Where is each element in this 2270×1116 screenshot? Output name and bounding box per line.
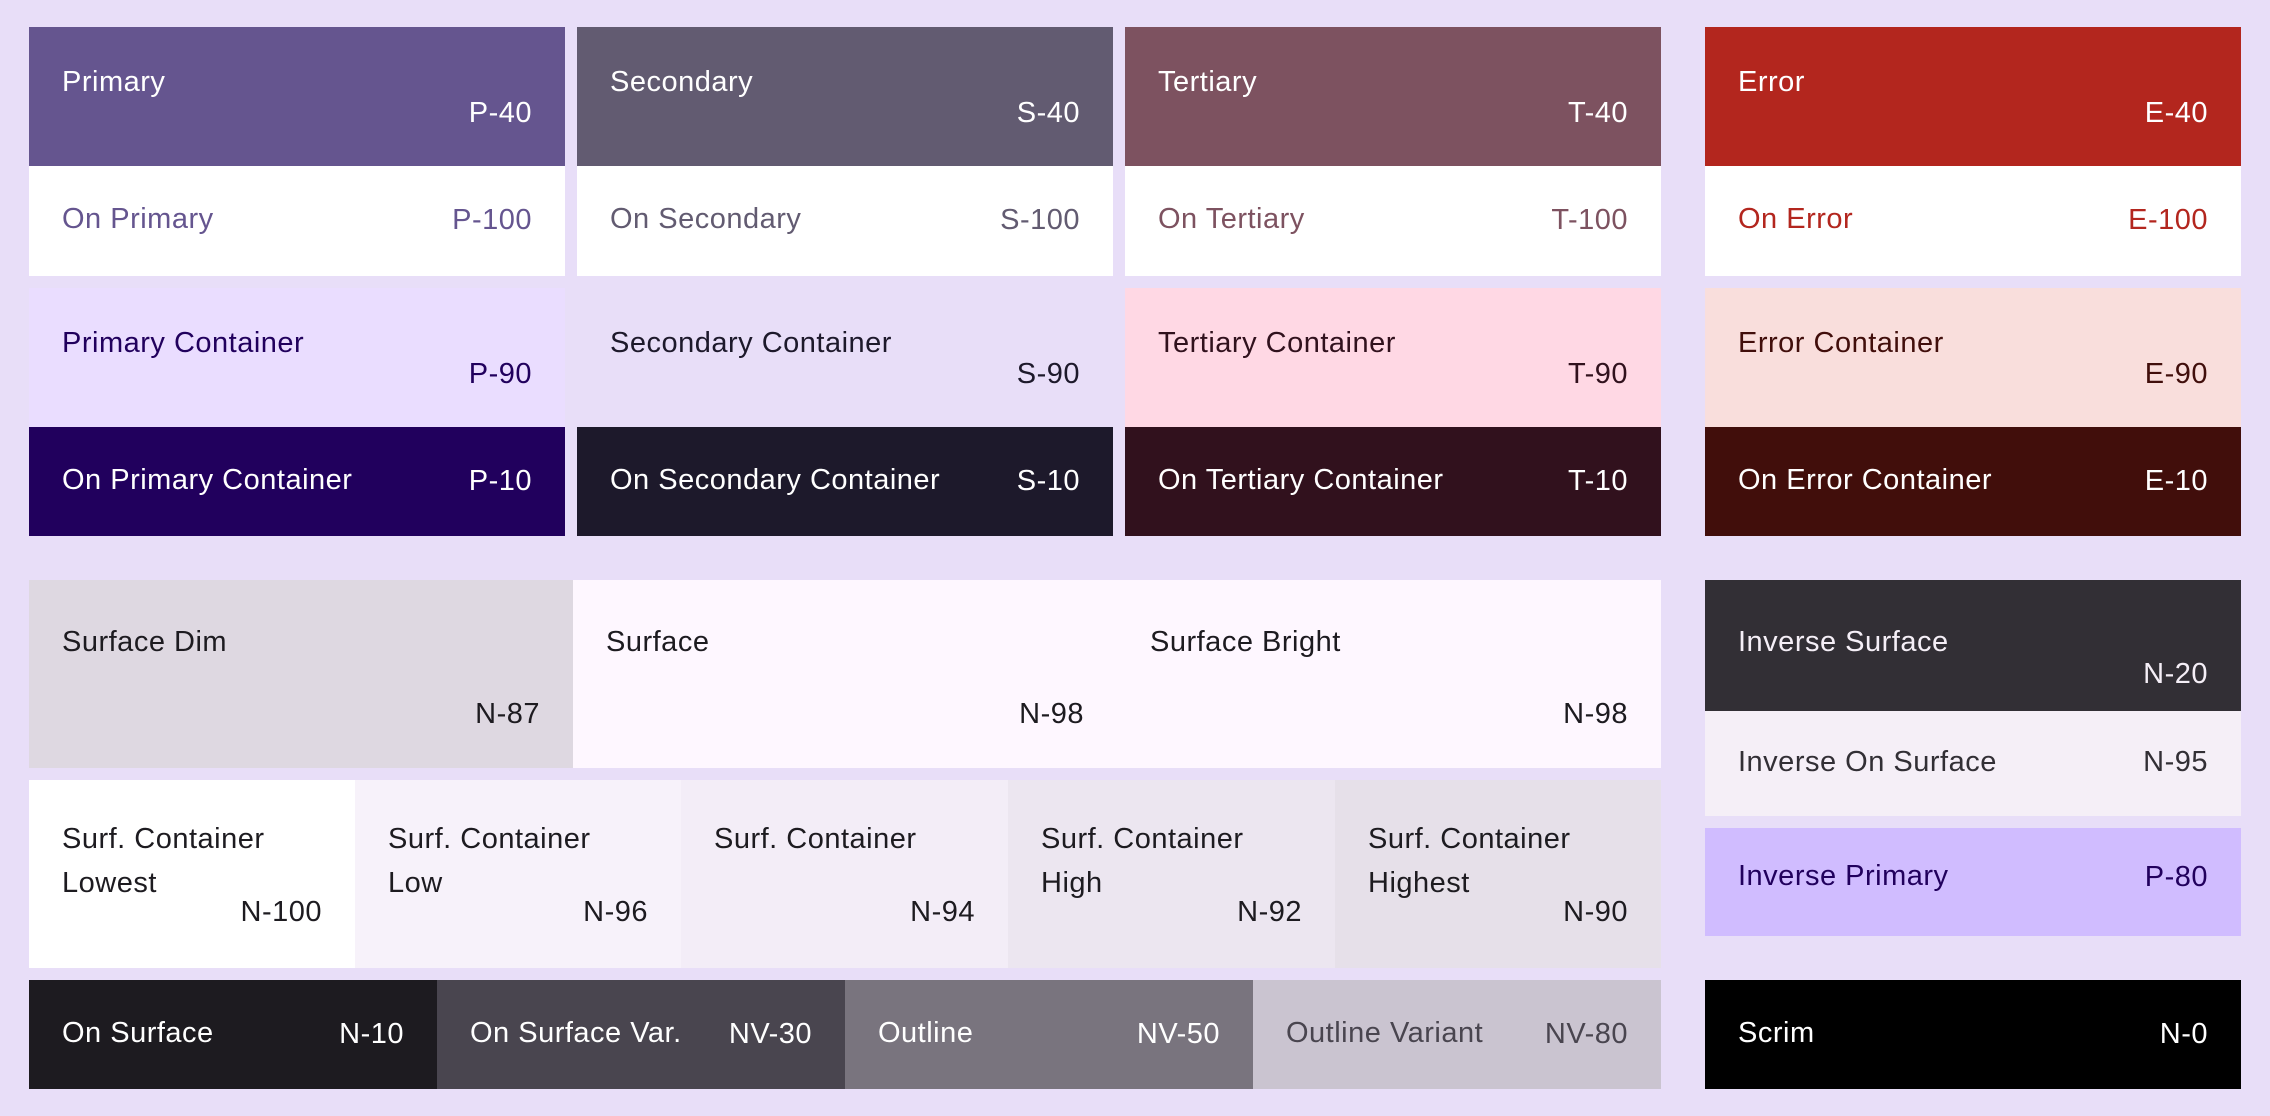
swatch-tone: P-10	[468, 465, 532, 497]
outline-variant-swatch: Outline Variant NV-80	[1253, 980, 1661, 1089]
tertiary-swatch: Tertiary T-40	[1125, 27, 1661, 166]
swatch-tone: N-87	[475, 698, 540, 730]
swatch-label: On Secondary	[610, 203, 802, 235]
swatch-tone: N-10	[339, 1018, 404, 1050]
on-primary-container-swatch: On Primary Container P-10	[29, 427, 565, 536]
on-error-container-swatch: On Error Container E-10	[1705, 427, 2241, 536]
outline-swatch: Outline NV-50	[845, 980, 1253, 1089]
swatch-tone: S-100	[1000, 204, 1080, 236]
inverse-surface-swatch: Inverse Surface N-20	[1705, 580, 2241, 711]
swatch-tone: NV-50	[1136, 1018, 1220, 1050]
swatch-label: Surface	[606, 626, 710, 658]
swatch-tone: NV-30	[728, 1018, 812, 1050]
swatch-tone: N-94	[910, 896, 975, 928]
swatch-tone: E-10	[2144, 465, 2208, 497]
swatch-label: On Primary Container	[62, 464, 353, 496]
swatch-tone: E-90	[2144, 358, 2208, 390]
swatch-tone: S-40	[1016, 97, 1080, 129]
swatch-label: Inverse Primary	[1738, 860, 1949, 892]
swatch-tone: T-90	[1567, 358, 1628, 390]
swatch-tone: N-20	[2143, 658, 2208, 690]
swatch-tone: N-96	[583, 896, 648, 928]
swatch-label: On Error Container	[1738, 464, 1992, 496]
on-tertiary-swatch: On Tertiary T-100	[1125, 166, 1661, 276]
swatch-label: Outline Variant	[1286, 1017, 1484, 1049]
swatch-tone: N-90	[1563, 896, 1628, 928]
swatch-tone: P-80	[2144, 861, 2208, 893]
swatch-tone: N-98	[1019, 698, 1084, 730]
on-surface-swatch: On Surface N-10	[29, 980, 437, 1089]
error-container-swatch: Error Container E-90	[1705, 288, 2241, 427]
surface-container-lowest-swatch: Surf. Container Lowest N-100	[29, 780, 355, 968]
error-swatch: Error E-40	[1705, 27, 2241, 166]
secondary-swatch: Secondary S-40	[577, 27, 1113, 166]
swatch-tone: P-40	[468, 97, 532, 129]
surface-container-highest-swatch: Surf. Container Highest N-90	[1335, 780, 1661, 968]
surface-container-high-swatch: Surf. Container High N-92	[1008, 780, 1335, 968]
swatch-label: On Secondary Container	[610, 464, 941, 496]
swatch-tone: N-95	[2143, 746, 2208, 778]
swatch-label: Primary	[62, 66, 166, 98]
swatch-tone: T-100	[1551, 204, 1628, 236]
surface-swatch: Surface N-98	[573, 580, 1117, 768]
swatch-label: Surf. Container High	[1041, 823, 1244, 899]
inverse-primary-swatch: Inverse Primary P-80	[1705, 828, 2241, 936]
swatch-tone: P-100	[452, 204, 532, 236]
swatch-label: Tertiary Container	[1158, 327, 1396, 359]
swatch-tone: N-100	[240, 896, 322, 928]
swatch-label: On Tertiary	[1158, 203, 1305, 235]
swatch-label: On Surface	[62, 1017, 214, 1049]
swatch-label: Inverse On Surface	[1738, 746, 1997, 778]
swatch-tone: N-0	[2159, 1018, 2208, 1050]
on-error-swatch: On Error E-100	[1705, 166, 2241, 276]
swatch-tone: T-40	[1567, 97, 1628, 129]
swatch-label: On Surface Var.	[470, 1017, 682, 1049]
swatch-tone: N-98	[1563, 698, 1628, 730]
on-secondary-swatch: On Secondary S-100	[577, 166, 1113, 276]
swatch-label: Primary Container	[62, 327, 305, 359]
swatch-label: Inverse Surface	[1738, 626, 1949, 658]
swatch-tone: NV-80	[1544, 1018, 1628, 1050]
surface-dim-swatch: Surface Dim N-87	[29, 580, 573, 768]
swatch-label: Surf. Container Highest	[1368, 823, 1571, 899]
swatch-label: Outline	[878, 1017, 974, 1049]
swatch-tone: E-100	[2128, 204, 2208, 236]
swatch-tone: T-10	[1567, 465, 1628, 497]
swatch-label: Error	[1738, 66, 1805, 98]
inverse-on-surface-swatch: Inverse On Surface N-95	[1705, 711, 2241, 816]
swatch-label: Surface Bright	[1150, 626, 1341, 658]
swatch-tone: S-90	[1016, 358, 1080, 390]
swatch-label: Secondary Container	[610, 327, 892, 359]
scrim-swatch: Scrim N-0	[1705, 980, 2241, 1089]
primary-swatch: Primary P-40	[29, 27, 565, 166]
on-tertiary-container-swatch: On Tertiary Container T-10	[1125, 427, 1661, 536]
swatch-label: On Primary	[62, 203, 214, 235]
swatch-tone: E-40	[2144, 97, 2208, 129]
on-secondary-container-swatch: On Secondary Container S-10	[577, 427, 1113, 536]
swatch-label: Error Container	[1738, 327, 1944, 359]
surface-bright-swatch: Surface Bright N-98	[1117, 580, 1661, 768]
swatch-label: Secondary	[610, 66, 754, 98]
swatch-label: Surface Dim	[62, 626, 228, 658]
surface-container-low-swatch: Surf. Container Low N-96	[355, 780, 681, 968]
swatch-tone: N-92	[1237, 896, 1302, 928]
on-primary-swatch: On Primary P-100	[29, 166, 565, 276]
swatch-label: On Error	[1738, 203, 1854, 235]
swatch-label: Surf. Container	[714, 823, 917, 855]
swatch-label: Tertiary	[1158, 66, 1258, 98]
swatch-tone: P-90	[468, 358, 532, 390]
tertiary-container-swatch: Tertiary Container T-90	[1125, 288, 1661, 427]
swatch-label: On Tertiary Container	[1158, 464, 1444, 496]
on-surface-variant-swatch: On Surface Var. NV-30	[437, 980, 845, 1089]
secondary-container-swatch: Secondary Container S-90	[577, 288, 1113, 427]
swatch-tone: S-10	[1016, 465, 1080, 497]
primary-container-swatch: Primary Container P-90	[29, 288, 565, 427]
swatch-label: Surf. Container Low	[388, 823, 591, 899]
swatch-label: Surf. Container Lowest	[62, 823, 265, 899]
surface-container-swatch: Surf. Container N-94	[681, 780, 1008, 968]
swatch-label: Scrim	[1738, 1017, 1815, 1049]
